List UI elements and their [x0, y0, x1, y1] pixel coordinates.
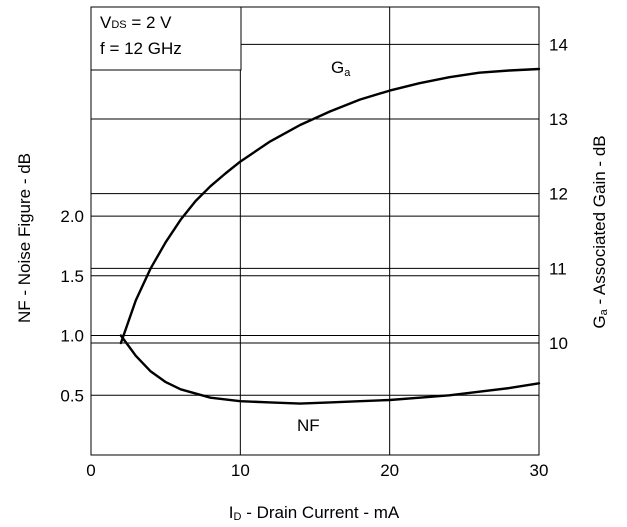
- right-tick-labels: 10 11 12 13 14: [549, 35, 568, 353]
- x-tick-label: 10: [231, 461, 250, 480]
- series-label-ga: Ga: [331, 58, 351, 79]
- right-tick-label: 10: [549, 334, 568, 353]
- left-tick-labels: 0.5 1.0 1.5 2.0: [60, 207, 84, 405]
- x-tick-label: 0: [86, 461, 95, 480]
- vds-condition: VDS = 2 V: [100, 13, 172, 32]
- condition-box: VDS = 2 V f = 12 GHz: [90, 6, 242, 71]
- curves: [119, 67, 541, 405]
- left-tick-label: 1.5: [60, 267, 84, 286]
- right-tick-label: 14: [549, 35, 568, 54]
- x-axis-label: ID - Drain Current - mA: [229, 503, 400, 523]
- right-axis-label: Ga - Associated Gain - dB: [590, 135, 610, 328]
- freq-condition: f = 12 GHz: [100, 39, 182, 58]
- series-line-nf: [119, 334, 541, 405]
- right-tick-label: 11: [549, 259, 567, 278]
- x-tick-label: 20: [380, 461, 399, 480]
- series-label-nf: NF: [297, 416, 320, 435]
- left-tick-label: 1.0: [60, 327, 84, 346]
- left-tick-label: 2.0: [60, 207, 84, 226]
- x-tick-labels: 0 10 20 30: [86, 461, 548, 480]
- left-axis-label: NF - Noise Figure - dB: [15, 153, 34, 323]
- left-tick-label: 0.5: [60, 386, 84, 405]
- plot-frame: [90, 6, 540, 456]
- right-tick-label: 13: [549, 110, 568, 129]
- series-line-ga: [119, 67, 541, 345]
- x-tick-label: 30: [530, 461, 549, 480]
- right-tick-label: 12: [549, 185, 568, 204]
